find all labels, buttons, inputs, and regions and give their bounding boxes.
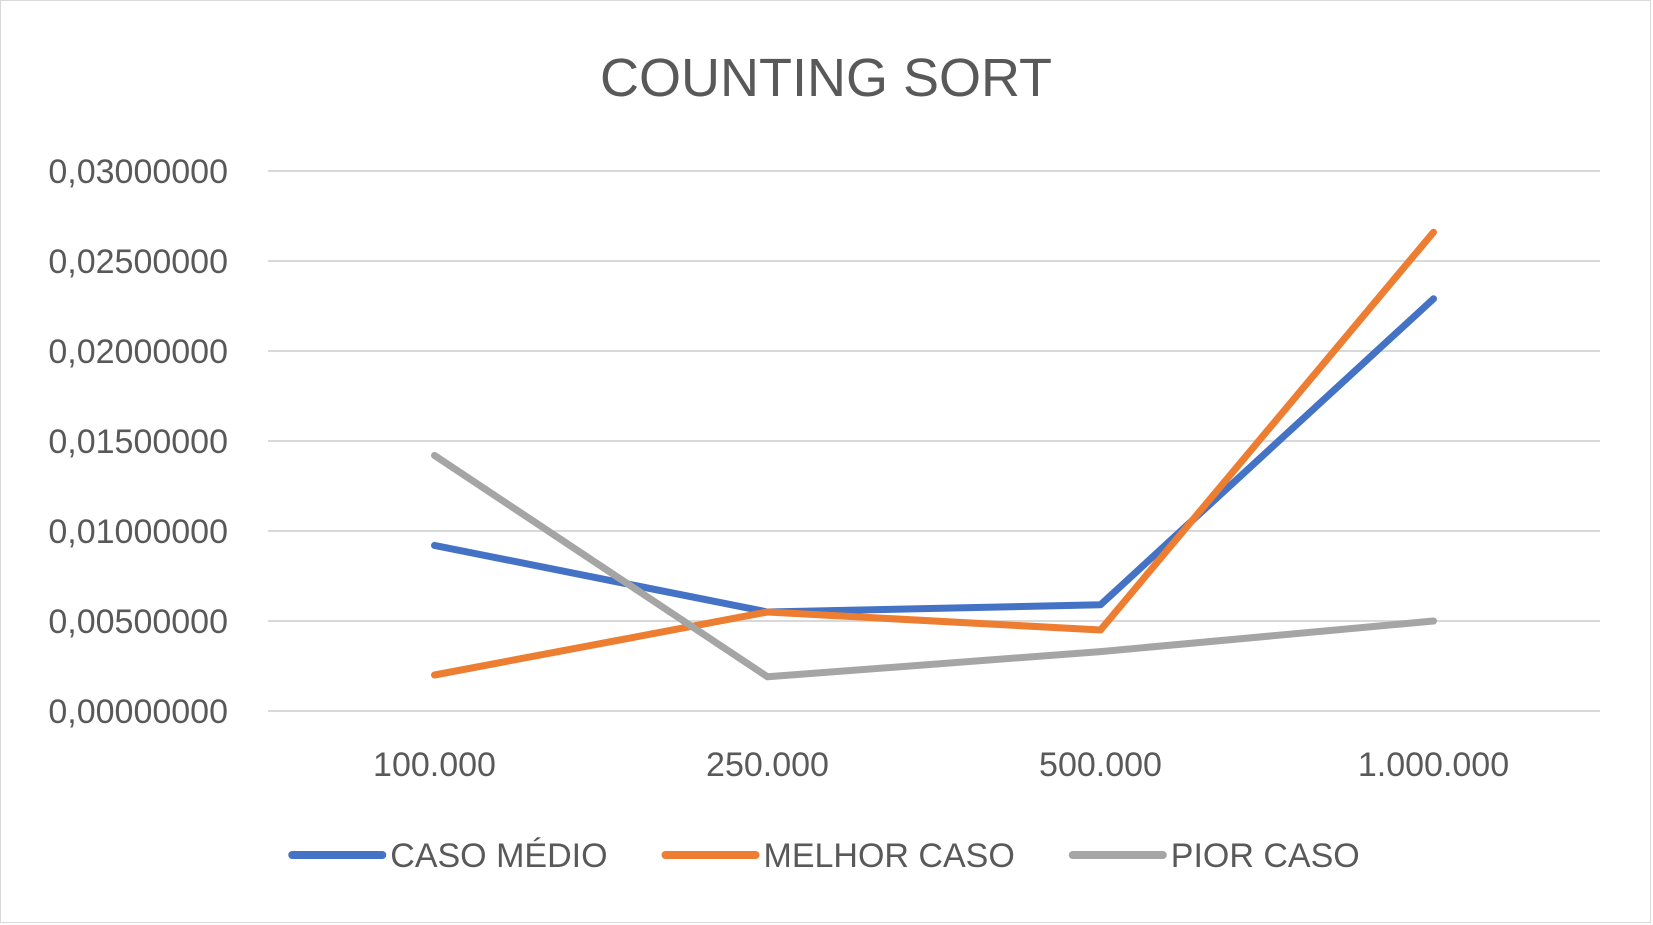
y-axis-tick-labels: 0,00000000 0,00500000 0,01000000 0,01500000…: [48, 153, 228, 731]
chart-title: COUNTING SORT: [600, 48, 1052, 108]
x-axis-tick-labels: 100.000 250.000 500.000 1.000.000: [373, 746, 1509, 784]
legend-label: MELHOR CASO: [764, 837, 1015, 875]
legend: CASO MÉDIO MELHOR CASO PIOR CASO: [288, 837, 1360, 875]
y-tick-label: 0,01000000: [48, 513, 228, 551]
x-tick-label: 500.000: [1039, 746, 1162, 784]
series-line: [431, 295, 1437, 616]
gridlines: [268, 170, 1600, 712]
y-tick-label: 0,02000000: [48, 333, 228, 371]
y-tick-label: 0,03000000: [48, 153, 228, 191]
x-tick-label: 1.000.000: [1358, 746, 1509, 784]
legend-label: PIOR CASO: [1171, 837, 1360, 875]
y-tick-label: 0,00000000: [48, 693, 228, 731]
legend-label: CASO MÉDIO: [390, 837, 607, 875]
y-tick-label: 0,02500000: [48, 243, 228, 281]
series-line: [431, 228, 1437, 679]
x-tick-label: 100.000: [373, 746, 496, 784]
y-tick-label: 0,00500000: [48, 603, 228, 641]
x-tick-label: 250.000: [706, 746, 829, 784]
y-tick-label: 0,01500000: [48, 423, 228, 461]
series-lines: [431, 228, 1437, 681]
series-line: [431, 451, 1437, 681]
